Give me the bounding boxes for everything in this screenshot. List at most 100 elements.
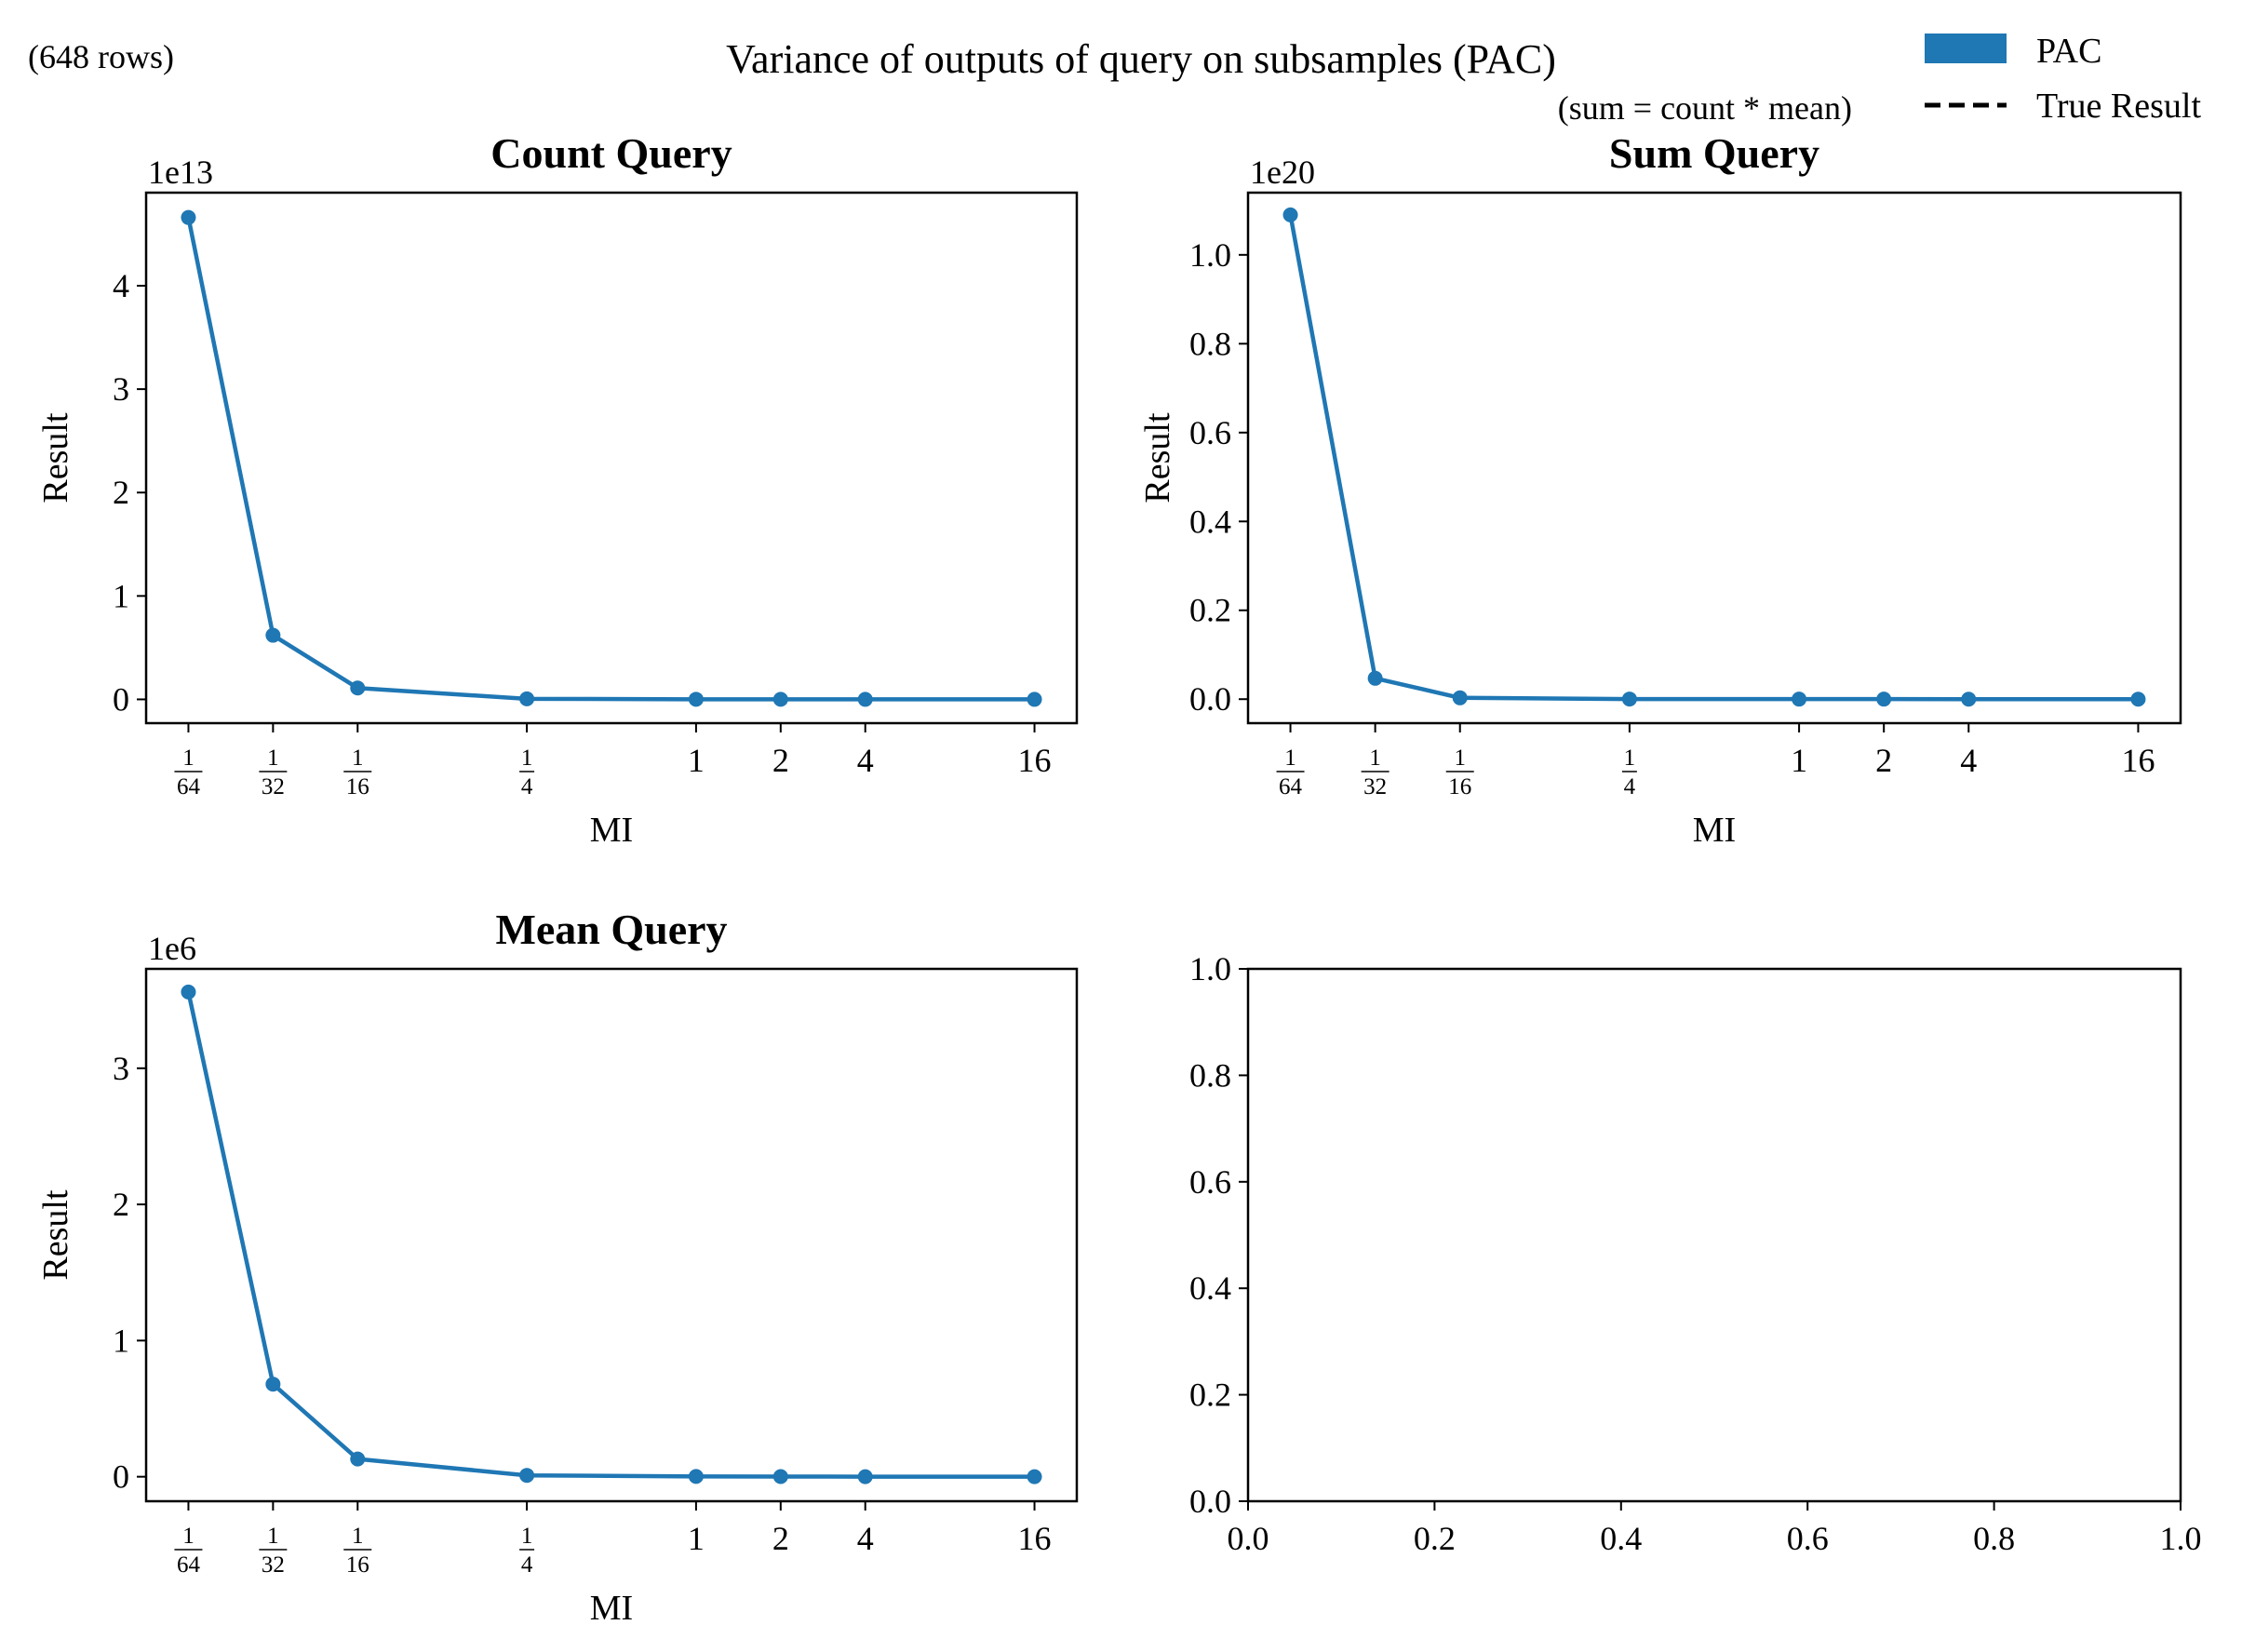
- y-tick-label: 0.6: [1189, 1163, 1231, 1201]
- x-tick-numerator: 1: [267, 1524, 279, 1549]
- x-tick-numerator: 1: [182, 745, 195, 771]
- x-tick-denominator: 32: [262, 1552, 285, 1578]
- data-point: [1282, 207, 1298, 222]
- x-axis-label: MI: [590, 1589, 633, 1628]
- y-tick-label: 3: [113, 370, 129, 408]
- x-tick-label: 116: [343, 745, 372, 799]
- x-tick-numerator: 1: [1284, 745, 1296, 771]
- x-tick-label: 4: [857, 742, 874, 779]
- x-tick-label: 1: [688, 1520, 705, 1557]
- data-point: [688, 692, 704, 707]
- y-tick-label: 0.4: [1189, 1269, 1231, 1307]
- x-tick-label: 164: [1276, 745, 1305, 799]
- x-tick-label: 16: [1018, 742, 1052, 779]
- y-tick-label: 4: [113, 267, 129, 304]
- y-tick-label: 0.8: [1189, 1056, 1231, 1094]
- x-tick-label: 2: [1875, 742, 1892, 779]
- data-point: [688, 1469, 704, 1484]
- data-point: [265, 1377, 281, 1392]
- y-tick-label: 0.6: [1189, 414, 1231, 451]
- legend-true-result-label: True Result: [2036, 87, 2201, 126]
- x-tick-denominator: 4: [1624, 774, 1636, 799]
- count-query-plot-frame: [144, 191, 1079, 725]
- y-axis-label: Result: [36, 1189, 75, 1281]
- x-tick-numerator: 1: [182, 1524, 195, 1549]
- data-point: [1876, 692, 1892, 707]
- x-tick-denominator: 32: [262, 774, 285, 799]
- y-tick-label: 1.0: [1189, 950, 1231, 987]
- x-tick-label: 132: [1361, 745, 1390, 799]
- x-tick-numerator: 1: [521, 1524, 533, 1549]
- x-tick-label: 16: [1018, 1520, 1052, 1557]
- x-tick-label: 132: [259, 745, 288, 799]
- y-axis-label: Result: [36, 412, 75, 504]
- x-tick-label: 2: [772, 1520, 789, 1557]
- data-point: [265, 627, 281, 643]
- data-point: [857, 692, 873, 707]
- x-tick-denominator: 64: [1279, 774, 1303, 799]
- count-query-title: Count Query: [490, 129, 732, 177]
- y-tick-label: 0.4: [1189, 503, 1231, 540]
- x-tick-label: 2: [772, 742, 789, 779]
- x-tick-label: 14: [519, 1524, 535, 1578]
- x-tick-numerator: 1: [521, 745, 533, 771]
- y-tick-label: 0: [113, 680, 129, 718]
- mean-query-title: Mean Query: [495, 906, 727, 953]
- x-tick-numerator: 1: [1624, 745, 1636, 771]
- y-tick-label: 0.2: [1189, 592, 1231, 629]
- y-tick-label: 0: [113, 1458, 129, 1496]
- x-tick-label: 4: [1960, 742, 1977, 779]
- y-tick-label: 3: [113, 1050, 129, 1087]
- x-tick-label: 0.4: [1600, 1520, 1642, 1557]
- y-tick-label: 2: [113, 1186, 129, 1223]
- legend-pac-label: PAC: [2036, 32, 2101, 71]
- data-point: [772, 692, 788, 707]
- x-tick-denominator: 16: [346, 774, 369, 799]
- sum-query-plot-frame: [1246, 191, 2182, 725]
- sum-query-title: Sum Query: [1609, 129, 1819, 177]
- data-point: [2130, 692, 2146, 707]
- x-tick-label: 14: [519, 745, 535, 799]
- x-axis-label: MI: [1693, 811, 1736, 850]
- y-axis-label: Result: [1138, 412, 1177, 504]
- y-tick-label: 1: [113, 577, 129, 614]
- data-point: [1792, 692, 1807, 707]
- y-offset-label: 1e13: [148, 154, 213, 191]
- x-tick-numerator: 1: [267, 745, 279, 771]
- x-tick-numerator: 1: [1454, 745, 1466, 771]
- x-tick-label: 0.8: [1973, 1520, 2015, 1557]
- data-point: [1027, 692, 1042, 707]
- data-point: [1621, 692, 1637, 707]
- x-tick-label: 132: [259, 1524, 288, 1578]
- x-tick-numerator: 1: [352, 745, 364, 771]
- data-point: [1961, 692, 1977, 707]
- x-tick-denominator: 4: [521, 774, 533, 799]
- x-tick-label: 1.0: [2160, 1520, 2202, 1557]
- x-tick-label: 0.0: [1228, 1520, 1269, 1557]
- data-point: [519, 1468, 535, 1484]
- data-point: [1452, 690, 1468, 705]
- x-tick-denominator: 16: [1448, 774, 1471, 799]
- y-tick-label: 2: [113, 474, 129, 511]
- figure-title: Variance of outputs of query on subsampl…: [726, 36, 1556, 82]
- y-offset-label: 1e20: [1250, 154, 1315, 191]
- y-tick-label: 1.0: [1189, 236, 1231, 274]
- mean-query-plot-frame: [144, 967, 1079, 1503]
- x-tick-label: 116: [1445, 745, 1474, 799]
- x-tick-label: 116: [343, 1524, 372, 1578]
- empty-panel-plot-frame: [1246, 967, 2182, 1503]
- y-offset-label: 1e6: [148, 930, 196, 967]
- y-tick-label: 0.2: [1189, 1377, 1231, 1414]
- legend-pac-swatch: [1925, 34, 2007, 63]
- y-tick-label: 0.8: [1189, 325, 1231, 362]
- x-tick-numerator: 1: [352, 1524, 364, 1549]
- x-tick-denominator: 64: [177, 774, 201, 799]
- legend: PAC True Result: [1925, 32, 2201, 126]
- data-point: [857, 1469, 873, 1484]
